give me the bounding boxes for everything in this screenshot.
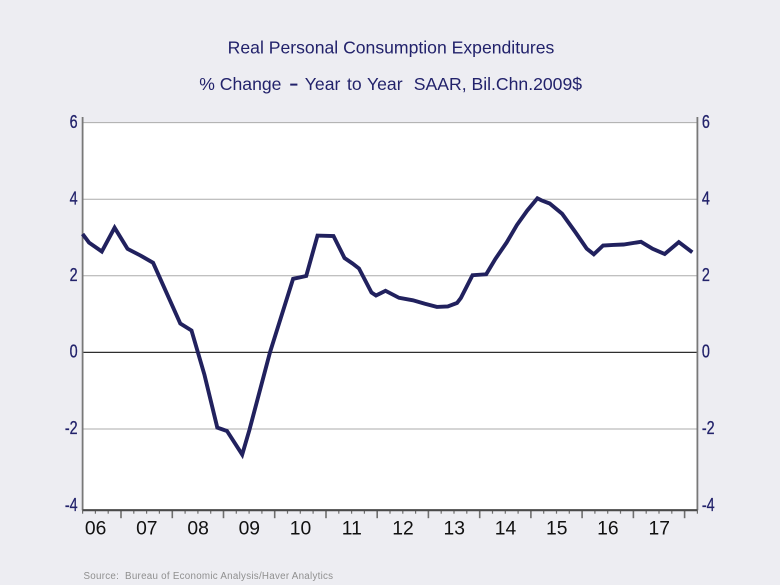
svg-text:14: 14 [495, 519, 517, 540]
svg-text:-2: -2 [65, 419, 78, 439]
svg-text:07: 07 [136, 519, 157, 540]
svg-text:SAAR, Bil.Chn.2009$: SAAR, Bil.Chn.2009$ [414, 74, 582, 94]
svg-text:08: 08 [187, 519, 208, 540]
svg-text:17: 17 [648, 519, 669, 540]
svg-text:11: 11 [342, 519, 362, 540]
svg-text:06: 06 [85, 519, 106, 540]
svg-text:12: 12 [392, 519, 413, 540]
svg-text:4: 4 [702, 189, 710, 209]
svg-text:to: to [347, 74, 362, 94]
svg-text:-4: -4 [65, 495, 78, 515]
svg-text:Real Personal Consumption Expe: Real Personal Consumption Expenditures [228, 37, 555, 57]
svg-text:0: 0 [702, 342, 710, 362]
svg-text:Year: Year [305, 74, 341, 94]
svg-text:13: 13 [443, 519, 464, 540]
svg-text:10: 10 [290, 519, 311, 540]
svg-text:0: 0 [70, 342, 78, 362]
svg-text:4: 4 [70, 189, 78, 209]
svg-text:15: 15 [546, 519, 567, 540]
svg-text:-2: -2 [702, 419, 715, 439]
svg-text:Change: Change [220, 74, 282, 94]
svg-text:6: 6 [70, 112, 78, 132]
svg-text:16: 16 [597, 519, 618, 540]
svg-text:-4: -4 [702, 495, 715, 515]
svg-text:09: 09 [239, 519, 260, 540]
svg-text:Source: Bureau of Economic An: Source: Bureau of Economic Analysis/Have… [84, 571, 334, 582]
svg-text:6: 6 [702, 112, 710, 132]
svg-text:Year: Year [367, 74, 403, 94]
svg-text:2: 2 [702, 265, 710, 285]
svg-text:%: % [199, 74, 215, 94]
svg-text:2: 2 [70, 265, 78, 285]
